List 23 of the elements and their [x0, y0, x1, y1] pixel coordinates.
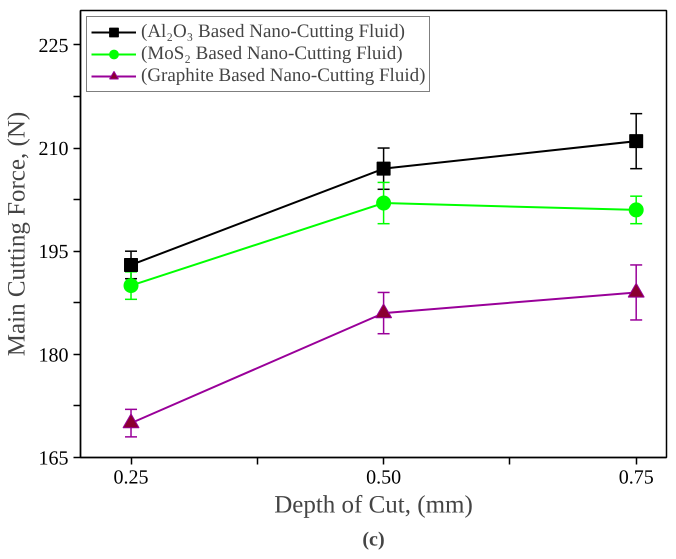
- y-tick-label: 195: [38, 241, 68, 264]
- point: [375, 303, 392, 318]
- x-axis-title: Depth of Cut, (mm): [274, 492, 473, 518]
- x-tick-label: 0.75: [618, 466, 654, 488]
- text: (c): [362, 528, 385, 550]
- x-tick-label: 0.25: [114, 466, 149, 488]
- y-tick-label: 210: [38, 138, 68, 160]
- legend-label: (Al₂O₃ Based Nano-Cutting Fluid): [141, 21, 405, 43]
- legend-label: (Graphite Based Nano-Cutting Fluid): [141, 65, 426, 87]
- y-axis-title: Main Cutting Force, (N): [4, 112, 30, 356]
- point: [628, 202, 644, 218]
- point: [124, 278, 139, 294]
- point: [124, 258, 138, 272]
- point: [376, 162, 391, 176]
- x-tick-label: 0.50: [366, 466, 402, 488]
- point: [376, 196, 392, 211]
- y-tick-label: 165: [38, 448, 68, 470]
- point: [122, 413, 140, 428]
- point: [629, 134, 644, 148]
- y-tick-label: 180: [38, 344, 68, 366]
- point: [628, 282, 645, 298]
- legend-label: (MoS₂ Based Nano-Cutting Fluid): [141, 43, 403, 65]
- y-tick-label: 225: [38, 34, 68, 57]
